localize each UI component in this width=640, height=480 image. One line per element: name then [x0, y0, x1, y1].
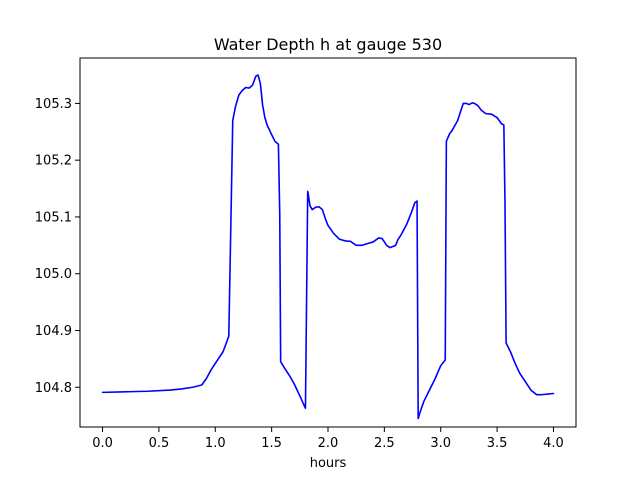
x-tick-label: 3.0 — [430, 436, 451, 451]
y-tick-label: 104.9 — [35, 324, 72, 339]
x-tick-label: 1.5 — [261, 436, 282, 451]
x-tick-label: 1.0 — [205, 436, 226, 451]
plot-area — [80, 58, 576, 427]
x-tick-label: 0.0 — [92, 436, 113, 451]
chart-title: Water Depth h at gauge 530 — [214, 35, 442, 54]
series-line — [101, 74, 555, 420]
y-tick-label: 105.1 — [35, 210, 72, 225]
y-tick-label: 104.8 — [35, 381, 72, 396]
series-layer — [101, 74, 555, 420]
y-tick-label: 105.3 — [35, 97, 72, 112]
axes-layer: 0.0 0.5 1.0 1.5 2.0 2.5 3.0 3.5 4.0 104.8 104.9 105… — [35, 97, 564, 451]
x-tick-label: 0.5 — [149, 436, 170, 451]
x-tick-label: 3.5 — [487, 436, 508, 451]
x-tick-label: 2.0 — [318, 436, 339, 451]
y-tick-label: 105.2 — [35, 154, 72, 169]
plot-frame — [79, 57, 577, 428]
y-tick-label: 105.0 — [35, 267, 72, 282]
x-axis-label: hours — [310, 456, 347, 471]
x-tick-label: 2.5 — [374, 436, 395, 451]
x-tick-label: 4.0 — [543, 436, 564, 451]
